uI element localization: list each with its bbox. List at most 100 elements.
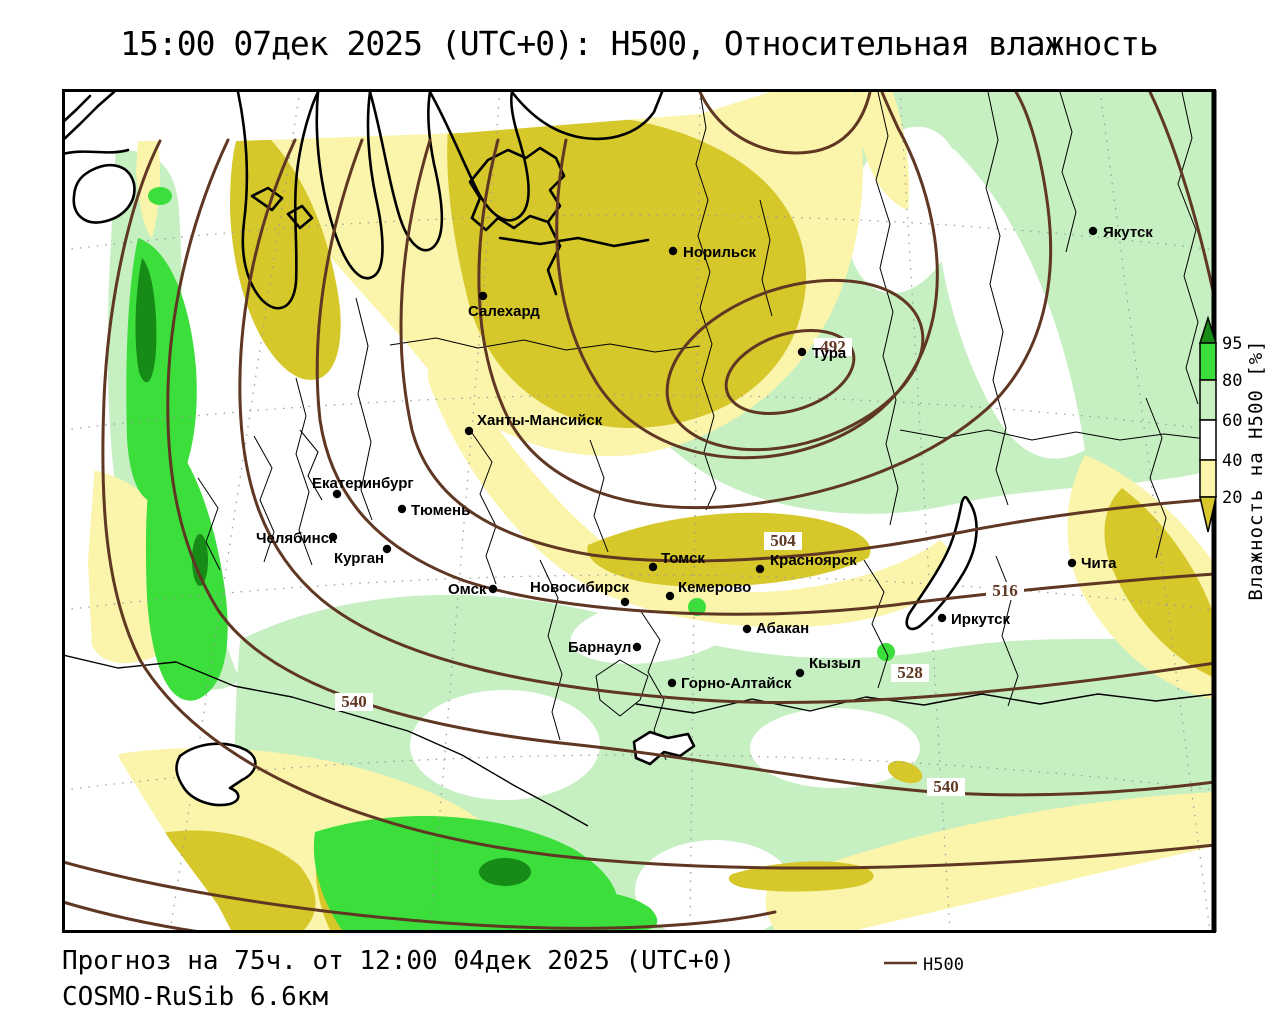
city-marker: Челябинск: [256, 530, 338, 547]
city-label: Норильск: [683, 244, 756, 261]
city-markers: Норильск Салехард Якутск Тура Ханты-Мансийск…: [256, 224, 1153, 692]
city-dot: [620, 597, 630, 607]
colorbar-title: Влажность на H500 [%]: [1245, 339, 1267, 600]
colorbar-band: [1199, 419, 1217, 461]
forecast-info: Прогноз на 75ч. от 12:00 04дек 2025 (UTC…: [62, 946, 736, 976]
city-marker: Кемерово: [665, 579, 751, 601]
colorbar-band: [1199, 459, 1217, 498]
city-label: Абакан: [756, 620, 809, 637]
city-dot: [478, 291, 488, 301]
city-marker: Омск: [448, 581, 498, 598]
contour-label-value: 540: [933, 777, 959, 796]
city-dot: [667, 678, 677, 688]
colorbar-arrow-bottom: [1199, 496, 1217, 533]
city-dot: [1088, 226, 1098, 236]
city-marker: Новосибирск: [530, 579, 630, 607]
city-marker: Кызыл: [795, 655, 861, 678]
lake-baikal: [905, 495, 978, 631]
city-marker: Абакан: [742, 620, 809, 637]
city-dot: [937, 613, 947, 623]
city-marker: Барнаул: [568, 639, 642, 656]
city-marker: Ханты-Мансийск: [464, 412, 603, 436]
city-label: Тура: [812, 345, 847, 362]
colorbar-tick-label: 80: [1222, 371, 1242, 391]
city-marker: Тюмень: [397, 502, 470, 519]
city-label: Омск: [448, 581, 487, 598]
colorbar-tick-label: 60: [1222, 411, 1242, 431]
city-label: Кызыл: [809, 655, 861, 672]
humidity-field-gt95: [135, 258, 531, 886]
contour-label: 540: [335, 692, 373, 711]
city-marker: Чита: [1067, 555, 1117, 572]
city-marker: Горно-Алтайск: [667, 675, 792, 692]
city-label: Томск: [661, 550, 705, 567]
city-dot: [332, 489, 342, 499]
city-dot: [632, 642, 642, 652]
city-label: Курган: [334, 550, 384, 567]
contour-label-value: 504: [770, 531, 796, 550]
contour-label-value: 540: [341, 692, 367, 711]
coastlines: [63, 90, 978, 807]
city-marker: Томск: [648, 550, 705, 572]
city-label: Екатеринбург: [312, 475, 414, 492]
city-label: Иркутск: [951, 611, 1010, 628]
colorbar-band: [1199, 342, 1217, 381]
city-label: Ханты-Мансийск: [477, 412, 603, 429]
city-marker: Тура: [797, 345, 847, 362]
city-marker: Курган: [334, 544, 392, 567]
city-dot: [328, 532, 338, 542]
contour-label-value: 516: [992, 581, 1018, 600]
contour-labels: 492 504 516 528 540 540: [335, 337, 1024, 796]
city-dot: [795, 668, 805, 678]
city-dot: [488, 584, 498, 594]
contour-label: 528: [891, 663, 929, 682]
city-label: Барнаул: [568, 639, 631, 656]
contour-label: 516: [986, 581, 1024, 600]
city-label: Новосибирск: [530, 579, 630, 596]
city-dot: [1067, 558, 1077, 568]
city-dot: [397, 504, 407, 514]
city-dot: [755, 564, 765, 574]
model-info: COSMO-RuSib 6.6км: [62, 982, 329, 1012]
bay-outline: [72, 163, 136, 224]
lake-outline: [632, 730, 696, 766]
city-label: Салехард: [468, 303, 540, 320]
city-label: Кемерово: [678, 579, 751, 596]
city-marker: Норильск: [668, 244, 756, 261]
city-label: Якутск: [1103, 224, 1153, 241]
city-dot: [797, 347, 807, 357]
city-dot: [665, 591, 675, 601]
city-label: Красноярск: [770, 552, 857, 569]
city-marker: Салехард: [468, 291, 540, 320]
contour-label: 492: [814, 337, 852, 356]
city-marker: Красноярск: [755, 552, 857, 574]
map-legend: H500: [884, 955, 964, 975]
contour-label-value: 528: [897, 663, 923, 682]
colorbar-band: [1199, 379, 1217, 421]
city-label: Тюмень: [411, 502, 470, 519]
colorbar-tick-label: 40: [1222, 451, 1242, 471]
city-marker: Якутск: [1088, 224, 1153, 241]
city-dot: [668, 246, 678, 256]
contour-label-value: 492: [820, 337, 846, 356]
h500-legend-label: H500: [923, 955, 964, 975]
city-dot: [464, 426, 474, 436]
city-dot: [648, 562, 658, 572]
city-marker: Екатеринбург: [312, 475, 414, 499]
city-label: Чита: [1081, 555, 1117, 572]
lake-outline: [175, 742, 257, 807]
city-label: Горно-Алтайск: [681, 675, 792, 692]
city-dot: [742, 624, 752, 634]
humidity-colorbar: 95 80 60 40 20: [1198, 315, 1242, 533]
city-dot: [382, 544, 392, 554]
city-marker: Иркутск: [937, 611, 1010, 628]
contour-label: 540: [927, 777, 965, 796]
colorbar-tick-label: 95: [1222, 334, 1242, 354]
city-label: Челябинск: [256, 530, 337, 547]
page-title: 15:00 07дек 2025 (UTC+0): H500, Относите…: [120, 24, 1159, 63]
model-domain-mask: [63, 92, 1215, 932]
colorbar-tick-label: 20: [1222, 488, 1242, 508]
h500-contours: [63, 90, 1215, 932]
